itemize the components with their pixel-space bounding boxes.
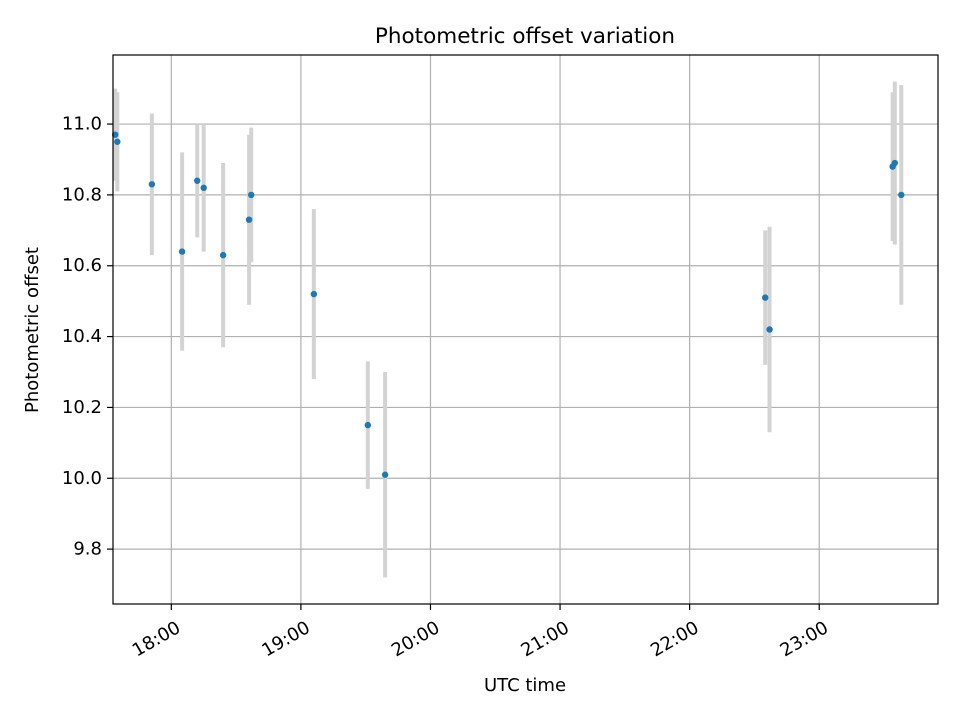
data-point <box>766 326 773 333</box>
data-point <box>194 177 201 184</box>
data-point <box>364 421 372 429</box>
data-point <box>114 138 121 145</box>
x-axis-label: UTC time <box>484 675 566 696</box>
data-point <box>148 181 156 188</box>
data-point <box>381 471 389 478</box>
y-axis-ticks: 9.8 10.0 10.2 10.4 10.6 10.8 11.0 <box>62 114 113 560</box>
y-tick-label: 11.0 <box>62 114 102 135</box>
data-point <box>245 216 253 223</box>
chart-title: Photometric offset variation <box>375 24 675 49</box>
y-axis-label: Photometric offset <box>22 247 43 413</box>
data-point <box>898 191 905 199</box>
data-point <box>248 191 255 199</box>
data-point <box>891 159 899 167</box>
data-point <box>178 248 186 255</box>
y-tick-label: 10.6 <box>62 255 102 276</box>
data-point <box>200 184 207 192</box>
y-tick-label: 10.4 <box>62 326 102 347</box>
data-point <box>310 290 318 298</box>
data-point <box>762 294 769 301</box>
y-tick-label: 10.8 <box>62 184 102 205</box>
data-point <box>219 251 227 259</box>
y-tick-label: 9.8 <box>73 539 102 560</box>
y-tick-label: 10.0 <box>62 468 102 489</box>
y-tick-label: 10.2 <box>62 397 102 418</box>
plot-frame <box>112 54 939 605</box>
